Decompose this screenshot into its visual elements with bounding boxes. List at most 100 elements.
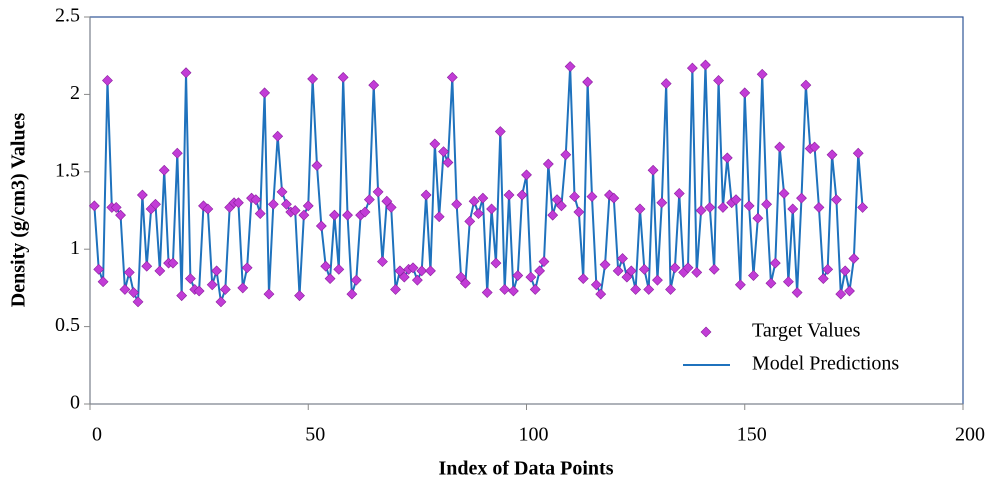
legend-label: Target Values	[752, 320, 861, 342]
target-marker	[407, 262, 419, 274]
target-marker	[830, 194, 842, 206]
target-marker	[782, 276, 794, 288]
target-marker	[608, 192, 620, 204]
target-marker	[625, 265, 637, 277]
target-marker	[682, 262, 694, 274]
target-marker	[232, 197, 244, 209]
target-marker	[363, 194, 375, 206]
x-tick-label: 150	[737, 424, 767, 446]
target-marker	[267, 198, 279, 210]
target-marker	[617, 253, 628, 264]
target-marker	[438, 146, 449, 158]
target-marker	[743, 200, 755, 212]
y-tick-label: 0.5	[55, 314, 80, 336]
target-marker	[206, 279, 218, 291]
target-marker	[93, 263, 105, 275]
target-marker	[708, 263, 720, 275]
target-marker	[425, 265, 436, 277]
target-marker	[669, 262, 681, 274]
target-marker	[184, 273, 196, 285]
target-marker	[490, 257, 502, 269]
target-marker	[263, 288, 275, 300]
target-marker	[809, 141, 821, 153]
target-marker	[778, 188, 790, 199]
target-marker	[180, 67, 192, 79]
target-marker	[800, 79, 812, 91]
target-marker	[337, 71, 349, 83]
target-marker	[630, 284, 642, 295]
target-marker	[756, 68, 768, 80]
target-marker	[442, 157, 454, 168]
target-marker	[595, 288, 607, 300]
target-marker	[560, 149, 572, 161]
target-marker	[529, 284, 541, 295]
target-marker	[141, 260, 153, 272]
target-marker	[656, 197, 668, 209]
target-marker	[643, 284, 655, 295]
target-marker	[512, 270, 524, 281]
target-marker	[202, 203, 214, 215]
target-marker	[787, 203, 799, 215]
target-marker	[171, 147, 183, 159]
target-marker	[254, 208, 266, 220]
target-marker	[791, 287, 803, 298]
target-marker	[525, 271, 537, 283]
target-marker	[647, 164, 659, 176]
target-marker	[634, 203, 646, 215]
target-marker	[276, 186, 288, 198]
x-tick-label: 100	[519, 424, 549, 446]
target-marker	[346, 288, 358, 300]
target-marker	[534, 265, 546, 277]
target-marker	[717, 201, 729, 213]
target-marker	[599, 259, 611, 271]
target-marker	[307, 73, 319, 85]
target-marker	[315, 220, 327, 232]
target-marker	[115, 209, 126, 221]
y-tick-label: 2	[70, 82, 80, 104]
y-axis-label: Density (g/cm3) Values	[8, 113, 30, 308]
target-marker	[158, 164, 170, 176]
target-marker	[459, 277, 471, 289]
target-marker	[700, 59, 711, 71]
target-marker	[752, 212, 764, 224]
target-marker	[621, 271, 633, 283]
target-marker	[721, 152, 733, 164]
target-marker	[612, 265, 624, 277]
target-marker	[250, 194, 262, 206]
target-marker	[507, 285, 519, 297]
target-marker	[294, 290, 305, 302]
target-marker	[342, 209, 353, 221]
target-marker	[848, 253, 860, 264]
target-marker	[119, 284, 131, 295]
target-marker	[451, 198, 463, 210]
target-marker	[774, 141, 786, 153]
target-marker	[219, 284, 231, 295]
target-marker	[455, 271, 467, 283]
target-marker	[857, 201, 869, 213]
target-marker	[761, 198, 772, 210]
y-tick-label: 1	[70, 237, 80, 259]
target-marker	[311, 160, 323, 172]
target-marker	[660, 78, 672, 89]
target-marker	[739, 87, 751, 99]
target-marker	[468, 195, 480, 207]
target-marker	[503, 189, 515, 201]
target-marker	[826, 149, 838, 161]
target-marker	[154, 265, 166, 277]
target-marker	[350, 274, 362, 286]
target-marker	[329, 209, 340, 221]
target-marker	[281, 198, 292, 210]
target-marker	[473, 208, 484, 220]
target-marker	[590, 279, 602, 291]
target-marker	[394, 265, 406, 277]
target-marker	[839, 265, 851, 277]
target-marker	[385, 201, 397, 213]
target-marker	[150, 198, 161, 210]
target-marker	[429, 138, 441, 150]
target-marker	[359, 206, 371, 218]
target-marker	[259, 87, 271, 99]
target-marker	[477, 192, 489, 204]
target-marker	[686, 62, 698, 74]
legend-label: Model Predictions	[752, 353, 899, 375]
